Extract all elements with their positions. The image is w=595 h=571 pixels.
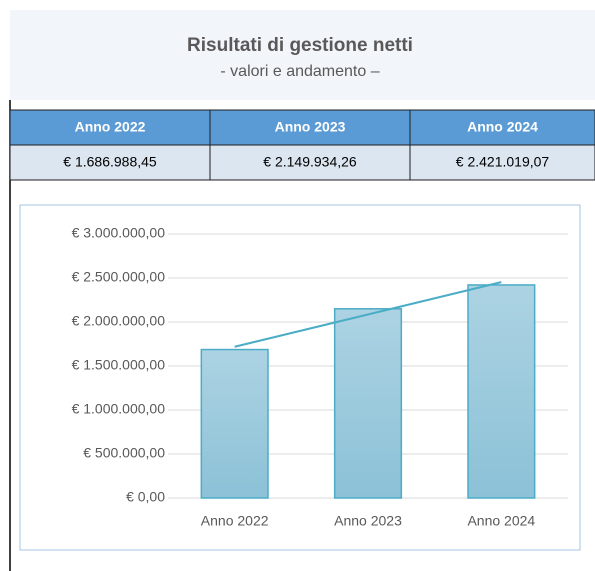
x-tick-label: Anno 2023 (334, 513, 402, 529)
bar (333, 308, 403, 499)
x-tick-label: Anno 2024 (467, 513, 535, 529)
y-tick-label: € 2.000.000,00 (72, 313, 166, 329)
value-cell (209, 144, 411, 181)
y-tick-label: € 2.500.000,00 (72, 269, 166, 285)
table: Anno 2022 € 1.686.988,45 Anno 2023 € 2.149.… (9, 109, 595, 181)
y-tick-label: € 500.000,00 (83, 445, 165, 461)
bar (467, 284, 536, 499)
y-tick-label: € 1.500.000,00 (72, 357, 166, 373)
value-text: € 2.149.934,26 (263, 154, 357, 170)
y-tick-label: € 3.000.000,00 (72, 225, 166, 241)
header-text: Anno 2023 (275, 119, 346, 135)
header-text: Anno 2024 (467, 119, 538, 135)
value-cell (9, 144, 211, 181)
x-tick-label: Anno 2022 (201, 513, 269, 529)
subtitle: - valori e andamento – (220, 63, 379, 80)
title: Risultati di gestione netti (187, 35, 413, 56)
header-cell (409, 109, 595, 146)
y-tick-label: € 1.000.000,00 (72, 401, 166, 417)
bar (200, 348, 269, 499)
chart: € 0,00 € 500.000,00 € 1.000.000,00 € 1.500.… (72, 225, 568, 529)
header-cell (209, 109, 411, 146)
title-panel (10, 10, 595, 100)
header-text: Anno 2022 (75, 119, 146, 135)
y-tick-label: € 0,00 (126, 489, 165, 505)
value-text: € 2.421.019,07 (456, 154, 550, 170)
value-text: € 1.686.988,45 (63, 154, 157, 170)
value-cell (409, 144, 595, 181)
trendline (234, 281, 502, 348)
